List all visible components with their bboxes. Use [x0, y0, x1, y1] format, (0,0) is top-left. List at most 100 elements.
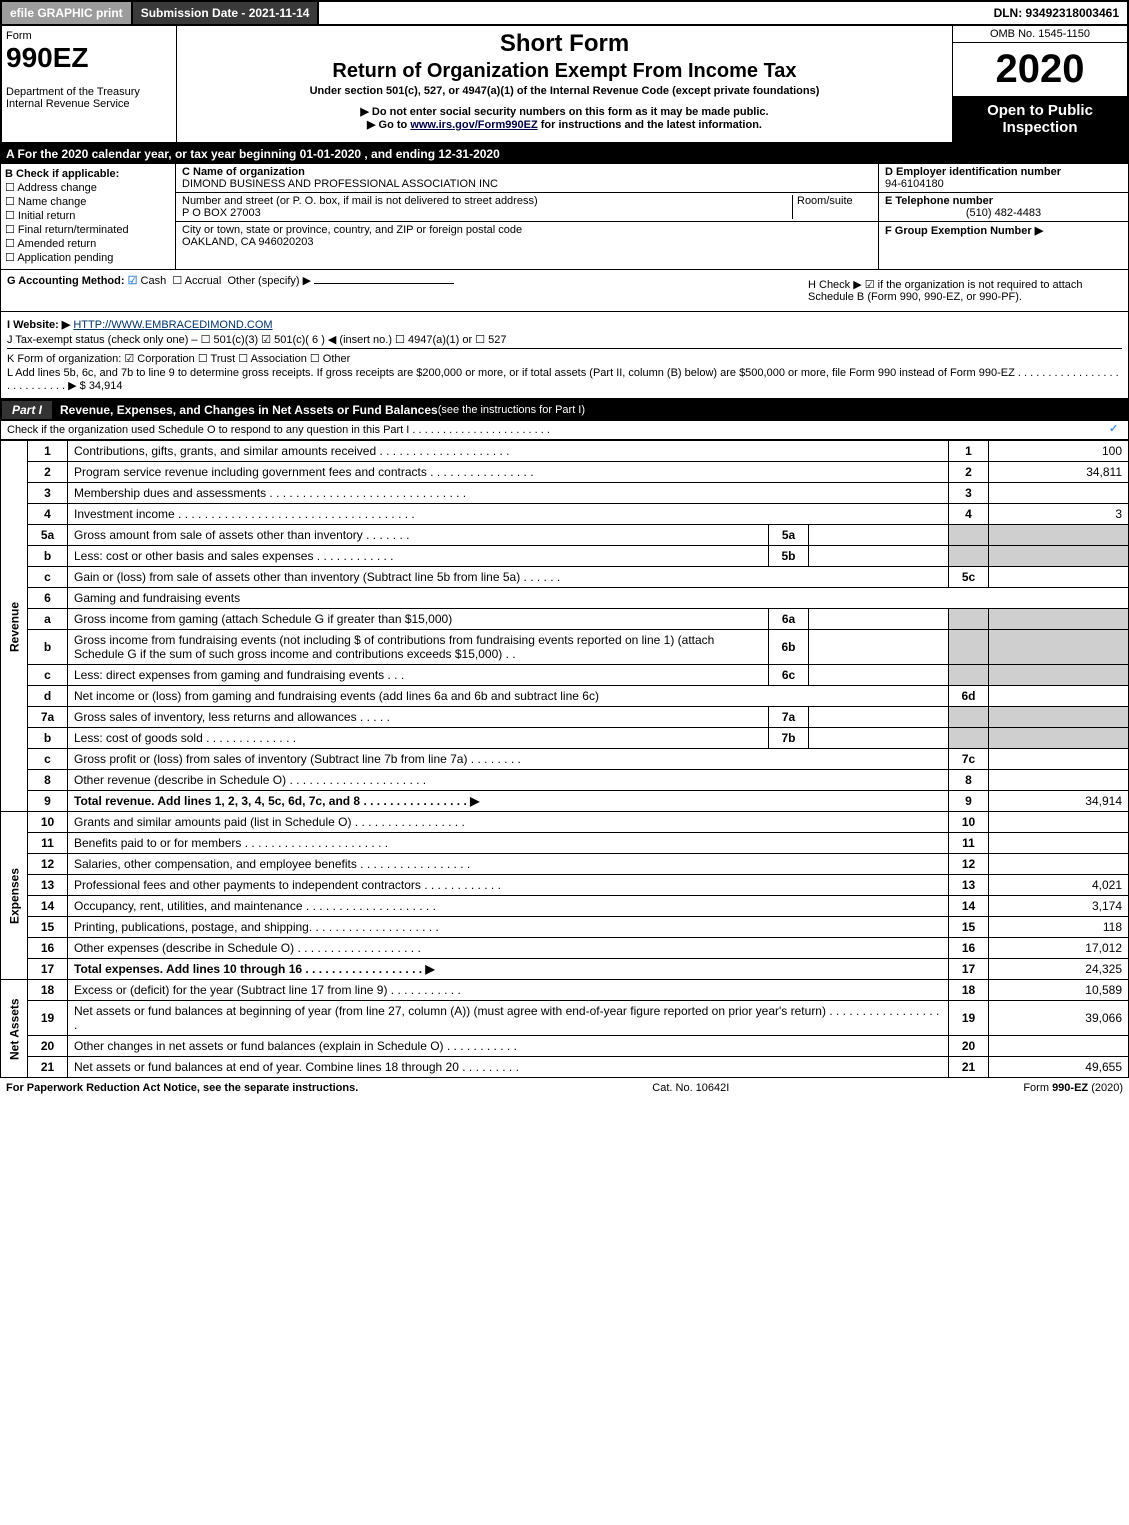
- amount: [989, 854, 1129, 875]
- line-description: Gaming and fundraising events: [68, 588, 1129, 609]
- line-number: c: [28, 567, 68, 588]
- line-description: Net assets or fund balances at beginning…: [68, 1001, 949, 1036]
- org-info-block: B Check if applicable: ☐ Address change …: [0, 164, 1129, 270]
- line-description: Net assets or fund balances at end of ye…: [68, 1057, 949, 1078]
- form-number: 990EZ: [6, 42, 172, 74]
- short-form-title: Short Form: [185, 30, 944, 58]
- shaded-cell: [949, 665, 989, 686]
- right-line-number: 17: [949, 959, 989, 980]
- line-description: Other revenue (describe in Schedule O) .…: [68, 770, 949, 791]
- table-row: bGross income from fundraising events (n…: [1, 630, 1129, 665]
- schedule-o-checkbox[interactable]: [1108, 424, 1122, 438]
- open-to-public: Open to Public Inspection: [953, 96, 1127, 142]
- table-row: 20Other changes in net assets or fund ba…: [1, 1036, 1129, 1057]
- right-line-number: 14: [949, 896, 989, 917]
- right-line-number: 21: [949, 1057, 989, 1078]
- submission-date-button[interactable]: Submission Date - 2021-11-14: [133, 2, 320, 24]
- sub-amount: [809, 609, 949, 630]
- line-number: 7a: [28, 707, 68, 728]
- sub-line-number: 6c: [769, 665, 809, 686]
- line-description: Other expenses (describe in Schedule O) …: [68, 938, 949, 959]
- sub-amount: [809, 630, 949, 665]
- efile-print-button[interactable]: efile GRAPHIC print: [2, 2, 133, 24]
- line-description: Gross income from gaming (attach Schedul…: [68, 609, 769, 630]
- ein-label: D Employer identification number: [885, 166, 1122, 178]
- table-row: 2Program service revenue including gover…: [1, 462, 1129, 483]
- dln-label: DLN: 93492318003461: [986, 2, 1127, 24]
- part-i-header: Part I Revenue, Expenses, and Changes in…: [0, 399, 1129, 421]
- part-i-subtitle: (see the instructions for Part I): [438, 404, 585, 416]
- line-description: Benefits paid to or for members . . . . …: [68, 833, 949, 854]
- table-row: 15Printing, publications, postage, and s…: [1, 917, 1129, 938]
- line-description: Grants and similar amounts paid (list in…: [68, 812, 949, 833]
- line-number: 1: [28, 441, 68, 462]
- section-g-h: G Accounting Method: ☑ Cash ☐ Accrual Ot…: [0, 270, 1129, 312]
- form-label: Form: [6, 30, 172, 42]
- line-description: Excess or (deficit) for the year (Subtra…: [68, 980, 949, 1001]
- line-description: Professional fees and other payments to …: [68, 875, 949, 896]
- section-side-label: Expenses: [1, 812, 28, 980]
- table-row: 5aGross amount from sale of assets other…: [1, 525, 1129, 546]
- section-h: H Check ▶ ☑ if the organization is not r…: [802, 274, 1122, 307]
- shaded-cell: [949, 546, 989, 567]
- form-title-block: Short Form Return of Organization Exempt…: [177, 26, 952, 142]
- table-row: cGain or (loss) from sale of assets othe…: [1, 567, 1129, 588]
- table-row: 13Professional fees and other payments t…: [1, 875, 1129, 896]
- right-line-number: 15: [949, 917, 989, 938]
- shaded-cell: [949, 728, 989, 749]
- line-description: Investment income . . . . . . . . . . . …: [68, 504, 949, 525]
- amount: 17,012: [989, 938, 1129, 959]
- table-row: 3Membership dues and assessments . . . .…: [1, 483, 1129, 504]
- street-value: P O BOX 27003: [182, 207, 792, 219]
- shaded-cell: [949, 630, 989, 665]
- line-number: b: [28, 630, 68, 665]
- part-i-label: Part I: [2, 401, 52, 419]
- website-link[interactable]: HTTP://WWW.EMBRACEDIMOND.COM: [73, 319, 272, 331]
- right-line-number: 12: [949, 854, 989, 875]
- cash-checkbox[interactable]: ☑: [128, 275, 138, 287]
- right-line-number: 3: [949, 483, 989, 504]
- check-initial-return[interactable]: ☐ Initial return: [5, 209, 171, 222]
- amount: [989, 483, 1129, 504]
- check-address-change[interactable]: ☐ Address change: [5, 181, 171, 194]
- table-row: 8Other revenue (describe in Schedule O) …: [1, 770, 1129, 791]
- sub-line-number: 7b: [769, 728, 809, 749]
- check-application-pending[interactable]: ☐ Application pending: [5, 251, 171, 264]
- shaded-cell: [949, 525, 989, 546]
- table-row: dNet income or (loss) from gaming and fu…: [1, 686, 1129, 707]
- check-name-change[interactable]: ☐ Name change: [5, 195, 171, 208]
- check-amended-return[interactable]: ☐ Amended return: [5, 237, 171, 250]
- amount: 3: [989, 504, 1129, 525]
- return-title: Return of Organization Exempt From Incom…: [185, 60, 944, 83]
- line-number: b: [28, 546, 68, 567]
- table-row: 6Gaming and fundraising events: [1, 588, 1129, 609]
- goto-line: ▶ Go to www.irs.gov/Form990EZ for instru…: [185, 118, 944, 131]
- table-row: 16Other expenses (describe in Schedule O…: [1, 938, 1129, 959]
- right-line-number: 2: [949, 462, 989, 483]
- irs-link[interactable]: www.irs.gov/Form990EZ: [410, 119, 537, 131]
- part-i-title: Revenue, Expenses, and Changes in Net As…: [60, 403, 438, 417]
- check-final-return[interactable]: ☐ Final return/terminated: [5, 223, 171, 236]
- right-line-number: 20: [949, 1036, 989, 1057]
- line-description: Gross income from fundraising events (no…: [68, 630, 769, 665]
- right-line-number: 10: [949, 812, 989, 833]
- sections-ijkl: I Website: ▶ HTTP://WWW.EMBRACEDIMOND.CO…: [0, 312, 1129, 399]
- section-i: I Website: ▶ HTTP://WWW.EMBRACEDIMOND.CO…: [7, 318, 1122, 331]
- line-number: 5a: [28, 525, 68, 546]
- line-description: Gross sales of inventory, less returns a…: [68, 707, 769, 728]
- table-row: 12Salaries, other compensation, and empl…: [1, 854, 1129, 875]
- section-b: B Check if applicable: ☐ Address change …: [1, 164, 176, 269]
- sub-amount: [809, 546, 949, 567]
- amount: [989, 686, 1129, 707]
- accounting-method-label: G Accounting Method:: [7, 275, 125, 287]
- line-description: Total revenue. Add lines 1, 2, 3, 4, 5c,…: [68, 791, 949, 812]
- room-suite-label: Room/suite: [792, 195, 872, 219]
- right-line-number: 4: [949, 504, 989, 525]
- line-description: Program service revenue including govern…: [68, 462, 949, 483]
- section-b-title: B Check if applicable:: [5, 168, 171, 180]
- sub-amount: [809, 728, 949, 749]
- line-description: Contributions, gifts, grants, and simila…: [68, 441, 949, 462]
- line-number: 13: [28, 875, 68, 896]
- shaded-cell: [949, 609, 989, 630]
- amount: 34,811: [989, 462, 1129, 483]
